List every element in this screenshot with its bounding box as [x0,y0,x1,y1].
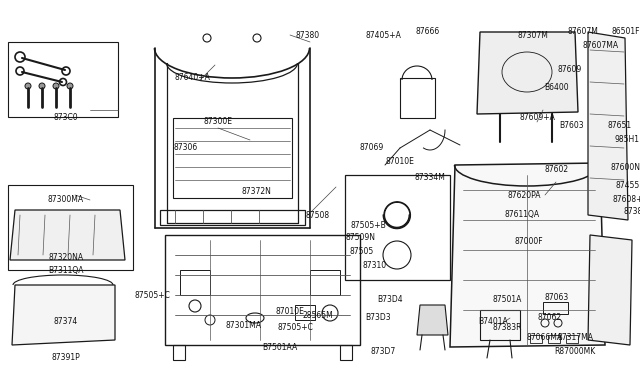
Text: 87069: 87069 [360,144,384,153]
Polygon shape [12,285,115,345]
Text: 87505+C: 87505+C [277,323,313,331]
Polygon shape [417,305,448,335]
Bar [548,335,560,343]
Text: 87640+A: 87640+A [174,73,210,81]
Text: 87608+A: 87608+A [612,196,640,205]
Text: 87307M: 87307M [518,32,548,41]
Text: 87010E: 87010E [276,308,305,317]
Text: B6400: B6400 [545,83,570,93]
Text: 87509N: 87509N [345,234,375,243]
Text: 87066MA: 87066MA [527,334,563,343]
Text: 87609+A: 87609+A [519,113,555,122]
Text: 87391P: 87391P [52,353,81,362]
Polygon shape [477,32,578,114]
Text: 87607M: 87607M [568,28,598,36]
Text: B73D4: B73D4 [377,295,403,305]
Circle shape [25,83,31,89]
Text: 87607MA: 87607MA [583,41,619,49]
Bar [173,118,292,198]
Text: 87501A: 87501A [492,295,522,305]
Text: 87300MA: 87300MA [48,196,84,205]
Text: 87505+C: 87505+C [134,291,170,299]
Text: 87000F: 87000F [515,237,543,247]
Text: 87063: 87063 [545,294,569,302]
Text: 87300E: 87300E [204,118,232,126]
Circle shape [67,83,73,89]
Bar [8,185,133,270]
Text: 87455+A: 87455+A [615,180,640,189]
Text: 87374: 87374 [54,317,78,327]
Text: 87334M: 87334M [415,173,445,183]
Bar [165,235,360,345]
Polygon shape [588,235,632,345]
Text: 87651: 87651 [608,121,632,129]
Text: B7501AA: B7501AA [262,343,298,352]
Polygon shape [10,210,125,260]
Text: B7401A: B7401A [478,317,508,327]
Bar [400,78,435,118]
Text: 87602: 87602 [545,166,569,174]
Text: 87611QA: 87611QA [504,211,540,219]
Circle shape [53,83,59,89]
Text: 87508: 87508 [306,211,330,219]
Text: 28565M: 28565M [303,311,333,321]
Text: 87010E: 87010E [385,157,415,167]
Bar [566,335,578,343]
Bar [8,42,118,117]
Text: 985H1: 985H1 [614,135,639,144]
Bar [310,270,340,295]
Text: 873C0: 873C0 [54,112,78,122]
Bar [543,302,568,314]
Polygon shape [588,32,628,220]
Text: 87301MA: 87301MA [225,321,261,330]
Text: 87062: 87062 [538,314,562,323]
Text: B7603: B7603 [560,121,584,129]
Text: 87306: 87306 [174,144,198,153]
Circle shape [39,83,45,89]
Text: 873D7: 873D7 [371,347,396,356]
Text: 87372N: 87372N [241,187,271,196]
Text: 87505+B: 87505+B [350,221,386,230]
Text: 87505: 87505 [350,247,374,257]
Bar [530,335,542,343]
Text: 87317MA: 87317MA [557,334,593,343]
Bar [180,270,210,295]
Text: 87320NA: 87320NA [49,253,84,263]
Bar [160,210,305,225]
Text: 87405+A: 87405+A [365,32,401,41]
Text: 87381N: 87381N [623,208,640,217]
Polygon shape [450,163,605,347]
Text: B73D3: B73D3 [365,312,391,321]
Text: 86501F: 86501F [612,28,640,36]
Text: 87609: 87609 [558,65,582,74]
Text: 87310: 87310 [363,260,387,269]
Text: 87380: 87380 [296,32,320,41]
Text: 87620PA: 87620PA [508,190,541,199]
Text: 87666: 87666 [416,28,440,36]
Text: 87600NA: 87600NA [611,164,640,173]
Bar [345,175,450,280]
Text: B7311QA: B7311QA [48,266,84,275]
Text: R87000MK: R87000MK [554,347,596,356]
Text: 87383R: 87383R [492,324,522,333]
